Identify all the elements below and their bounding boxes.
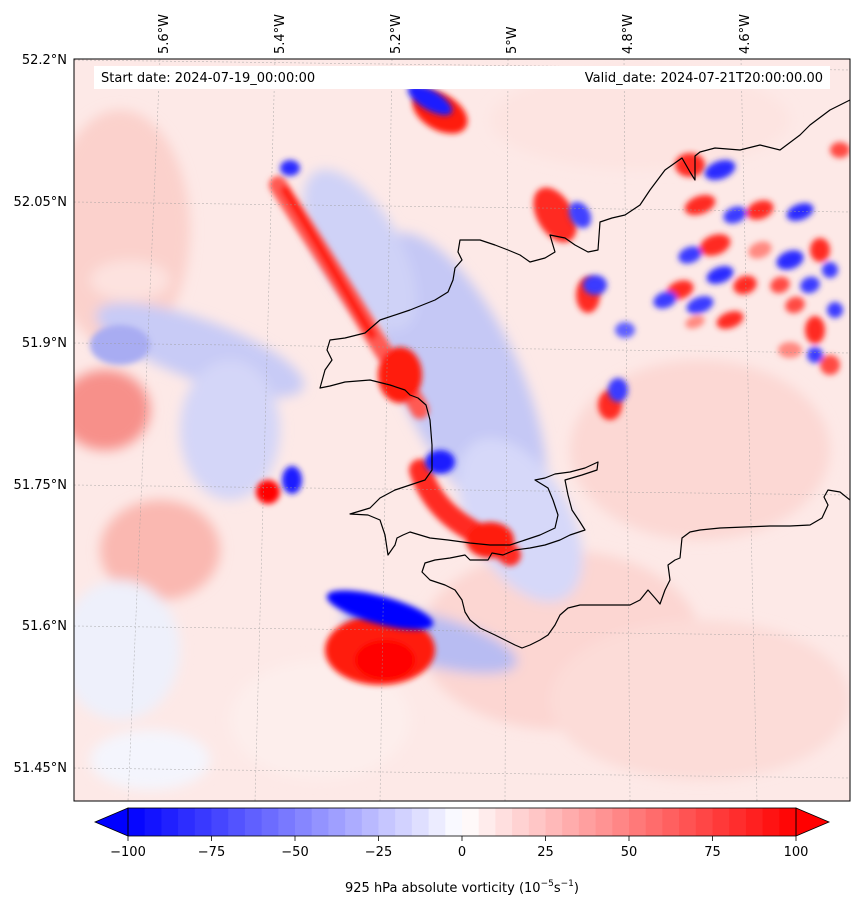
colorbar-cell [762,808,780,836]
graticule-lines [74,59,850,801]
colorbar-cell [178,808,196,836]
lon-label: 5.2°W [389,14,404,54]
lon-label: 5.4°W [273,14,288,54]
colorbar-cell [295,808,313,836]
colorbar-cell [729,808,747,836]
lat-label: 52.05°N [14,195,67,210]
colorbar-cell [545,808,563,836]
latitude-labels: 52.2°N 52.05°N 51.9°N 51.75°N 51.6°N 51.45°N [14,53,67,776]
lon-label: 4.8°W [621,14,636,54]
colorbar-cell [578,808,597,836]
colorbar-cell [462,808,480,836]
colorbar-cell [612,808,630,836]
colorbar-cell [645,808,663,836]
colorbar-cell [745,808,764,836]
colorbar-cell [562,808,580,836]
colorbar-cell [662,808,680,836]
colorbar-cell [278,808,296,836]
colorbar-cell [211,808,229,836]
colorbar-cell [244,808,263,836]
lat-label: 52.2°N [22,53,67,68]
colorbar-tick-label: 75 [704,845,721,860]
colorbar-label: 925 hPa absolute vorticity (10−5s−1) [345,879,579,896]
colorbar-cell [428,808,446,836]
colorbar-cell [495,808,513,836]
colorbar-tick-label: 25 [537,845,554,860]
colorbar-cell [328,808,346,836]
colorbar-tick-label: −50 [281,845,308,860]
colorbar-ticks: −100 −75 −50 −25 0 25 50 75 100 [110,836,808,860]
map-frame [73,58,851,802]
vorticity-field [74,70,850,790]
date-annotation-box: Start date: 2024-07-19_00:00:00 Valid_da… [94,66,830,89]
colorbar-cell [161,808,179,836]
colorbar-cell [361,808,379,836]
lat-label: 51.45°N [14,761,67,776]
colorbar-cell [378,808,396,836]
colorbar-cell [411,808,430,836]
lat-label: 51.75°N [14,478,67,493]
colorbar-cell [629,808,647,836]
colorbar-cell [712,808,730,836]
colorbar-cell [695,808,713,836]
colorbar-cell [144,808,162,836]
colorbar-cell [528,808,546,836]
colorbar-cell [445,808,463,836]
coastline [319,99,850,649]
lon-label: 5°W [505,26,520,54]
lat-label: 51.9°N [22,336,67,351]
valid-date-text: Valid_date: 2024-07-21T20:00:00.00 [585,71,823,86]
colorbar-extend-low [93,807,129,837]
colorbar-tick-label: −100 [110,845,146,860]
colorbar-cell [595,808,613,836]
colorbar-cell [194,808,212,836]
start-date-text: Start date: 2024-07-19_00:00:00 [101,71,315,86]
colorbar-tick-label: 0 [458,845,466,860]
colorbar-tick-label: −75 [198,845,225,860]
colorbar-extend-high [795,807,831,837]
colorbar-cell [478,808,496,836]
lon-label: 4.6°W [738,14,753,54]
colorbar-cell [345,808,363,836]
lat-label: 51.6°N [22,619,67,634]
colorbar-tick-label: 50 [621,845,638,860]
colorbar-cells [128,808,797,836]
colorbar-cell [395,808,413,836]
colorbar-tick-label: 100 [784,845,809,860]
longitude-labels: 5.6°W 5.4°W 5.2°W 5°W 4.8°W 4.6°W [157,14,753,54]
colorbar-cell [261,808,279,836]
colorbar-cell [779,808,797,836]
colorbar-cell [679,808,697,836]
colorbar-cell [512,808,530,836]
colorbar: −100 −75 −50 −25 0 25 50 75 100 925 hPa absolute… [93,807,831,896]
lon-label: 5.6°W [157,14,172,54]
map-panel: Start date: 2024-07-19_00:00:00 Valid_da… [73,58,851,802]
colorbar-cell [228,808,246,836]
colorbar-tick-label: −25 [365,845,392,860]
colorbar-cell [311,808,329,836]
colorbar-cell [128,808,146,836]
